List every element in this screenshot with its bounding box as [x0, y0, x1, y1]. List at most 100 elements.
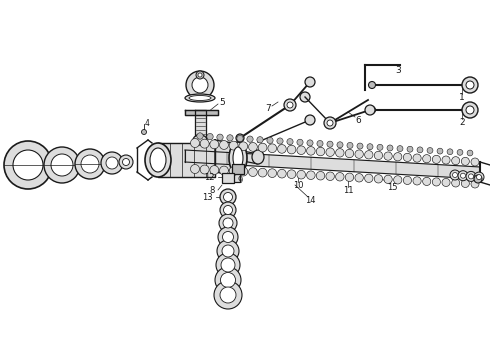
Circle shape	[229, 141, 238, 150]
Ellipse shape	[233, 147, 243, 169]
Circle shape	[236, 134, 244, 142]
Circle shape	[355, 150, 364, 158]
Circle shape	[222, 231, 234, 243]
Circle shape	[345, 149, 354, 158]
Circle shape	[13, 150, 43, 180]
Circle shape	[365, 105, 375, 115]
Circle shape	[357, 143, 363, 149]
Circle shape	[474, 172, 484, 182]
Circle shape	[417, 147, 423, 153]
Circle shape	[452, 157, 460, 165]
Circle shape	[442, 179, 450, 186]
Circle shape	[122, 158, 129, 166]
Circle shape	[384, 175, 392, 184]
Text: 5: 5	[219, 98, 225, 107]
Circle shape	[393, 176, 402, 184]
Circle shape	[277, 145, 286, 153]
Circle shape	[284, 99, 296, 111]
Circle shape	[337, 142, 343, 148]
Circle shape	[239, 167, 247, 176]
Circle shape	[452, 179, 460, 187]
Circle shape	[239, 142, 247, 151]
Circle shape	[423, 177, 431, 185]
Text: 8: 8	[210, 185, 215, 194]
Circle shape	[267, 137, 273, 144]
Circle shape	[297, 170, 306, 179]
Circle shape	[196, 71, 204, 79]
Circle shape	[407, 146, 413, 152]
Circle shape	[81, 155, 99, 173]
Circle shape	[220, 166, 228, 175]
Circle shape	[327, 141, 333, 147]
Circle shape	[300, 92, 310, 102]
Circle shape	[222, 245, 234, 257]
Circle shape	[471, 158, 479, 166]
Circle shape	[466, 81, 474, 89]
Text: 4: 4	[145, 118, 149, 127]
Circle shape	[316, 171, 325, 180]
Circle shape	[207, 134, 213, 140]
Circle shape	[248, 168, 257, 176]
Circle shape	[403, 176, 412, 185]
Circle shape	[462, 102, 478, 118]
Circle shape	[217, 240, 239, 262]
Circle shape	[287, 170, 296, 179]
Circle shape	[198, 73, 202, 77]
Circle shape	[461, 157, 469, 165]
Circle shape	[471, 180, 479, 188]
Circle shape	[393, 153, 402, 161]
Circle shape	[327, 120, 333, 126]
Polygon shape	[185, 110, 218, 115]
Circle shape	[119, 155, 133, 169]
Circle shape	[75, 149, 105, 179]
Circle shape	[277, 138, 283, 144]
Circle shape	[216, 253, 240, 277]
Polygon shape	[158, 143, 215, 177]
Circle shape	[268, 169, 276, 177]
Circle shape	[219, 214, 237, 232]
Circle shape	[457, 149, 463, 155]
Circle shape	[287, 102, 293, 108]
Circle shape	[336, 149, 344, 157]
Circle shape	[437, 148, 443, 154]
Circle shape	[326, 172, 335, 180]
Circle shape	[51, 154, 73, 176]
Circle shape	[466, 171, 476, 181]
Circle shape	[223, 218, 233, 228]
Circle shape	[215, 267, 241, 293]
Circle shape	[287, 139, 293, 145]
Circle shape	[468, 174, 473, 179]
Circle shape	[191, 165, 199, 174]
Circle shape	[257, 137, 263, 143]
Text: 3: 3	[395, 66, 401, 75]
Circle shape	[345, 173, 354, 181]
Circle shape	[462, 77, 478, 93]
Circle shape	[307, 140, 313, 146]
Circle shape	[297, 139, 303, 145]
Text: 11: 11	[343, 185, 353, 194]
Circle shape	[220, 202, 236, 218]
Circle shape	[374, 175, 383, 183]
Circle shape	[221, 258, 235, 272]
Circle shape	[474, 175, 482, 183]
Text: 7: 7	[265, 104, 271, 112]
Circle shape	[4, 141, 52, 189]
Circle shape	[277, 169, 286, 178]
Circle shape	[447, 149, 453, 155]
Text: 1: 1	[459, 93, 465, 102]
Circle shape	[192, 77, 208, 93]
Circle shape	[287, 145, 296, 154]
Bar	[222, 173, 234, 183]
Circle shape	[365, 150, 373, 159]
Circle shape	[210, 166, 219, 175]
Circle shape	[44, 147, 80, 183]
Text: 15: 15	[387, 183, 397, 192]
Circle shape	[305, 77, 315, 87]
Circle shape	[227, 135, 233, 141]
Circle shape	[427, 148, 433, 153]
Circle shape	[210, 140, 219, 149]
Bar	[232, 164, 244, 174]
Circle shape	[258, 143, 267, 152]
Polygon shape	[238, 150, 258, 164]
Circle shape	[432, 178, 441, 186]
